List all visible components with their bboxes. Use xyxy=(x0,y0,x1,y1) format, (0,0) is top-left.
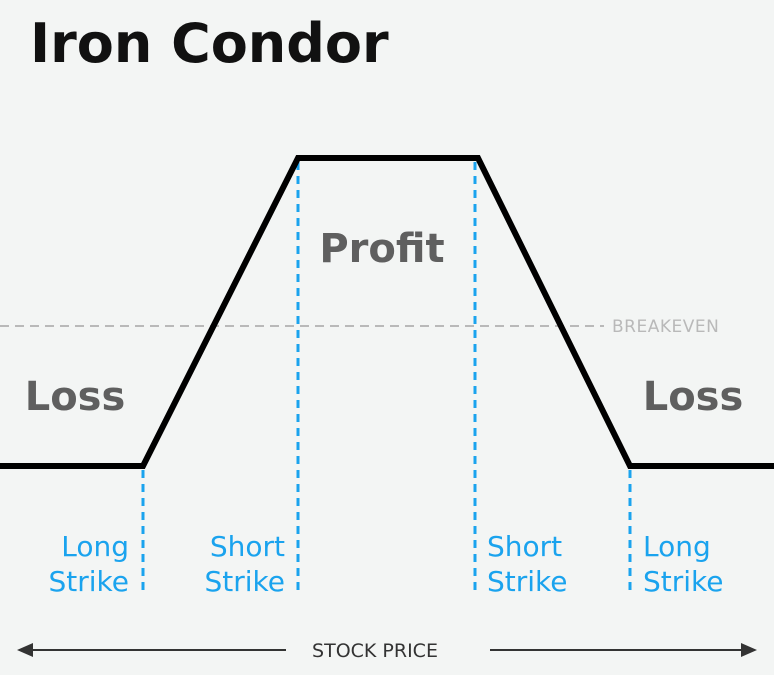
breakeven-label: BREAKEVEN xyxy=(612,317,719,337)
long-strike-left-label-line1: Long xyxy=(61,530,129,563)
short-strike-left-label-line2: Strike xyxy=(205,565,286,598)
short-strike-left-label-line1: Short xyxy=(210,530,285,563)
payoff-line xyxy=(0,155,774,469)
long-strike-left-label-line2: Strike xyxy=(49,565,130,598)
arrow-right-icon xyxy=(741,643,757,657)
page-title: Iron Condor xyxy=(30,12,389,75)
short-strike-right-label-line2: Strike xyxy=(487,565,568,598)
loss-right-label: Loss xyxy=(643,374,744,420)
long-strike-right-label-line1: Long xyxy=(643,530,711,563)
axis-label: STOCK PRICE xyxy=(312,640,438,662)
loss-left-label: Loss xyxy=(25,374,126,420)
long-strike-right-label-line2: Strike xyxy=(643,565,724,598)
arrow-left-icon xyxy=(17,643,33,657)
profit-label: Profit xyxy=(319,226,444,272)
short-strike-right-label-line1: Short xyxy=(487,530,562,563)
